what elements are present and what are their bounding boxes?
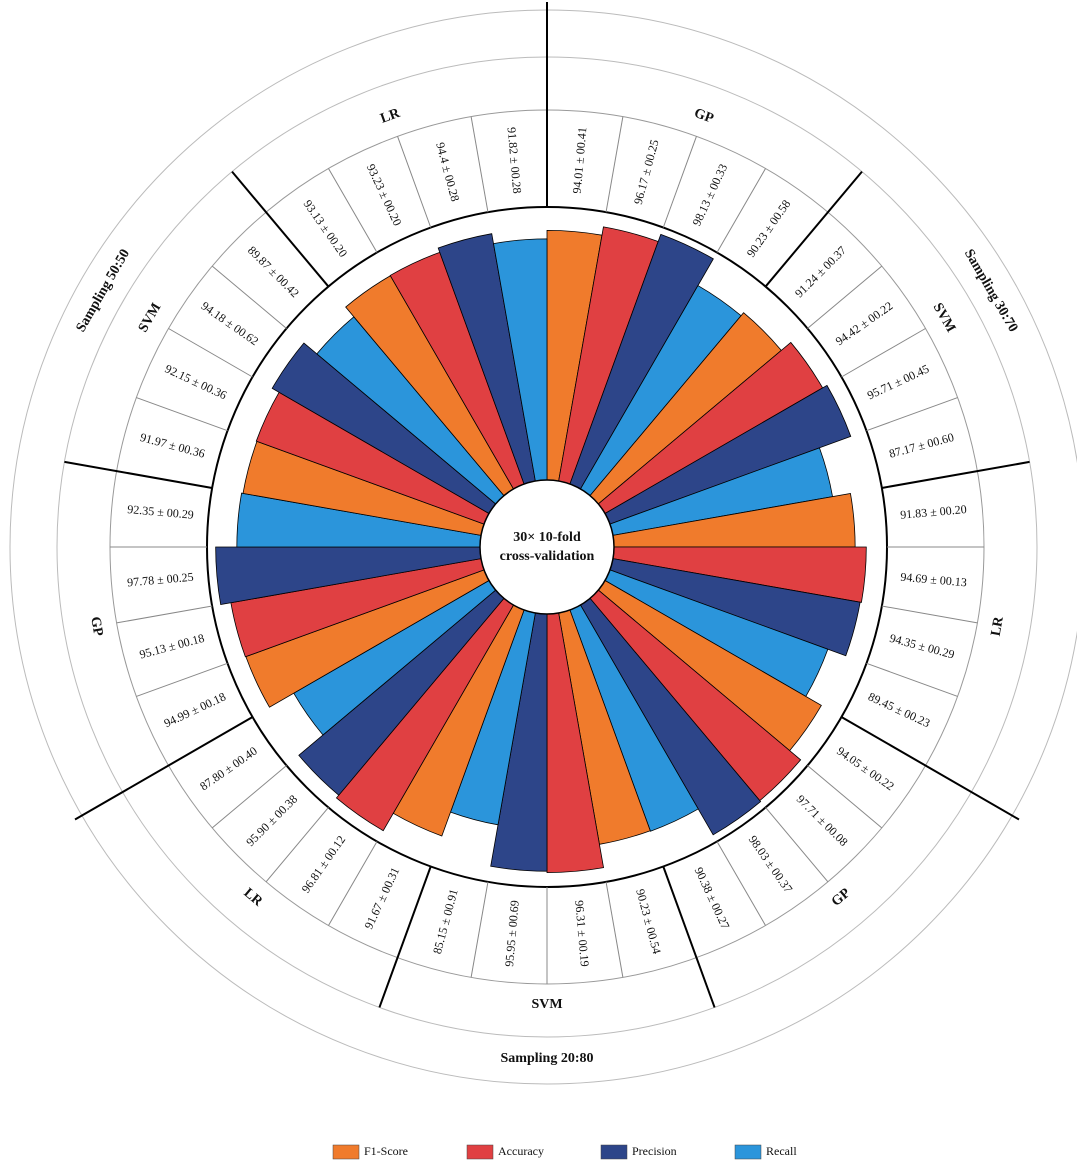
cell-divider bbox=[605, 881, 624, 978]
value-label: 91.83 ± 00.20 bbox=[900, 502, 968, 522]
cell-divider bbox=[765, 807, 829, 883]
model-label: LR bbox=[241, 886, 266, 911]
legend-swatch bbox=[600, 1144, 628, 1160]
cell-divider bbox=[328, 841, 378, 926]
sampling-label: Sampling 30:70 bbox=[961, 247, 1020, 335]
value-label: 91.97 ± 00.36 bbox=[139, 430, 207, 461]
value-label: 98.03 ± 00.37 bbox=[746, 833, 796, 896]
value-label: 96.17 ± 00.25 bbox=[631, 138, 662, 206]
group-divider bbox=[764, 170, 863, 288]
value-label: 92.35 ± 00.29 bbox=[127, 502, 195, 522]
value-label: 85.15 ± 00.91 bbox=[430, 887, 461, 955]
legend-label: Precision bbox=[632, 1144, 677, 1158]
group-divider bbox=[378, 866, 432, 1008]
center-hole bbox=[479, 479, 615, 615]
cell-divider bbox=[136, 397, 228, 432]
value-label: 91.82 ± 00.28 bbox=[505, 127, 525, 195]
cell-divider bbox=[662, 136, 697, 228]
value-label: 94.18 ± 00.62 bbox=[199, 299, 262, 349]
value-label: 95.95 ± 00.69 bbox=[502, 900, 522, 968]
value-label: 94.69 ± 00.13 bbox=[900, 570, 968, 590]
cell-divider bbox=[328, 168, 378, 253]
group-divider bbox=[74, 716, 254, 821]
cell-divider bbox=[211, 765, 287, 829]
group-divider bbox=[881, 460, 1030, 489]
value-label: 91.67 ± 00.31 bbox=[361, 865, 402, 931]
value-label: 98.13 ± 00.33 bbox=[689, 162, 730, 228]
legend-label: F1-Score bbox=[364, 1144, 408, 1158]
group-divider bbox=[64, 460, 213, 489]
cell-divider bbox=[866, 397, 958, 432]
cell-divider bbox=[470, 881, 489, 978]
cell-divider bbox=[881, 605, 978, 624]
cell-divider bbox=[866, 662, 958, 697]
legend-label: Accuracy bbox=[498, 1144, 544, 1158]
value-label: 95.13 ± 00.18 bbox=[138, 631, 206, 662]
cell-divider bbox=[116, 605, 213, 624]
value-label: 94.99 ± 00.18 bbox=[162, 689, 228, 730]
legend-swatch bbox=[734, 1144, 762, 1160]
model-label: GP bbox=[692, 106, 716, 127]
value-label: 87.80 ± 00.40 bbox=[197, 744, 260, 794]
cell-divider bbox=[397, 136, 432, 228]
value-label: 90.38 ± 00.27 bbox=[692, 865, 733, 931]
model-label: LR bbox=[989, 615, 1007, 638]
center-label: cross-validation bbox=[500, 549, 595, 564]
cell-divider bbox=[168, 328, 253, 378]
cell-divider bbox=[136, 662, 228, 697]
cell-divider bbox=[211, 265, 287, 329]
cell-divider bbox=[265, 807, 329, 883]
group-divider bbox=[662, 866, 716, 1008]
value-label: 92.15 ± 00.36 bbox=[163, 361, 229, 402]
sampling-label: Sampling 50:50 bbox=[74, 247, 133, 335]
model-label: SVM bbox=[531, 997, 562, 1012]
group-divider bbox=[840, 716, 1020, 821]
model-label: SVM bbox=[930, 301, 959, 335]
value-label: 94.35 ± 00.29 bbox=[888, 631, 956, 662]
value-label: 96.81 ± 00.12 bbox=[299, 833, 349, 896]
model-label: GP bbox=[829, 885, 854, 909]
sampling-label: Sampling 20:80 bbox=[501, 1051, 594, 1066]
value-label: 89.87 ± 00.42 bbox=[245, 243, 302, 300]
value-label: 91.24 ± 00.37 bbox=[792, 243, 849, 300]
cell-divider bbox=[841, 328, 926, 378]
value-label: 90.23 ± 00.54 bbox=[633, 887, 664, 955]
value-label: 94.4 ± 00.28 bbox=[433, 141, 462, 203]
cell-divider bbox=[807, 765, 883, 829]
value-label: 97.78 ± 00.25 bbox=[127, 570, 195, 590]
cell-divider bbox=[716, 841, 766, 926]
value-label: 87.17 ± 00.60 bbox=[887, 430, 955, 461]
model-label: LR bbox=[379, 106, 403, 127]
value-label: 95.71 ± 00.45 bbox=[865, 361, 931, 402]
legend-label: Recall bbox=[766, 1144, 797, 1158]
model-label: SVM bbox=[136, 301, 165, 335]
value-label: 94.05 ± 00.22 bbox=[834, 744, 897, 794]
value-label: 94.42 ± 00.22 bbox=[833, 299, 896, 349]
value-label: 90.23 ± 00.58 bbox=[744, 197, 794, 260]
cell-divider bbox=[605, 116, 624, 213]
cell-divider bbox=[807, 265, 883, 329]
value-label: 96.31 ± 00.19 bbox=[572, 900, 592, 968]
value-label: 89.45 ± 00.23 bbox=[866, 689, 932, 730]
value-label: 93.23 ± 00.20 bbox=[364, 162, 405, 228]
model-label: GP bbox=[87, 616, 105, 638]
value-label: 95.90 ± 00.38 bbox=[243, 792, 300, 849]
bars bbox=[215, 226, 867, 874]
center-label: 30× 10-fold bbox=[513, 530, 581, 545]
legend-swatch bbox=[466, 1144, 494, 1160]
value-label: 97.71 ± 00.08 bbox=[794, 792, 851, 849]
group-divider bbox=[231, 170, 330, 288]
legend-swatch bbox=[332, 1144, 360, 1160]
cell-divider bbox=[716, 168, 766, 253]
value-label: 94.01 ± 00.41 bbox=[570, 127, 590, 195]
cell-divider bbox=[470, 116, 489, 213]
value-label: 93.13 ± 00.20 bbox=[301, 197, 351, 260]
